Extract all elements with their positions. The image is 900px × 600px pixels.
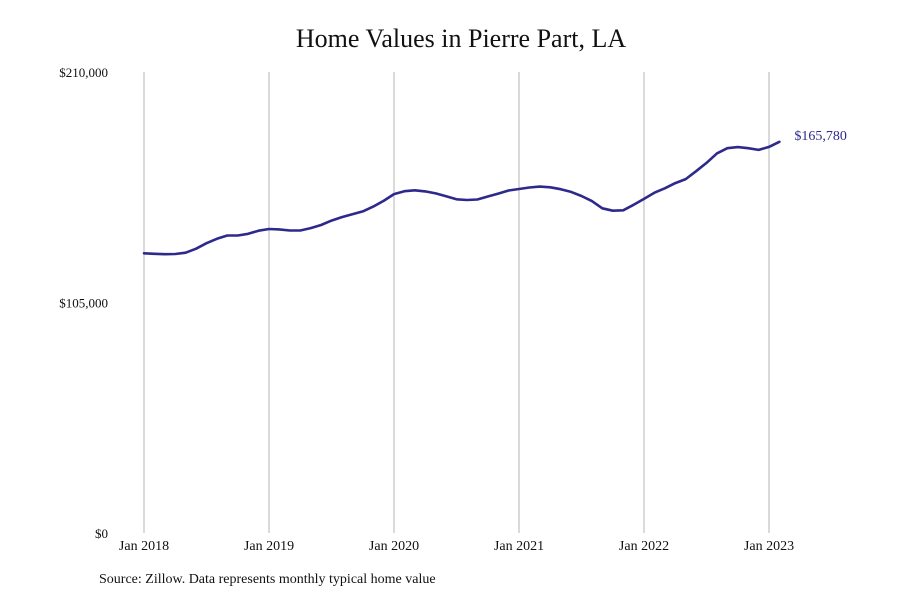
- x-tick-label: Jan 2019: [244, 539, 294, 554]
- source-note: Source: Zillow. Data represents monthly …: [99, 572, 436, 587]
- y-tick-label: $0: [95, 526, 108, 541]
- y-axis-ticks: $210,000 $105,000 $0: [59, 65, 108, 541]
- x-tick-label: Jan 2023: [744, 539, 794, 554]
- x-tick-label: Jan 2020: [369, 539, 419, 554]
- y-tick-label: $105,000: [59, 296, 108, 311]
- x-tick-label: Jan 2021: [494, 539, 544, 554]
- chart-title: Home Values in Pierre Part, LA: [295, 24, 627, 53]
- x-tick-label: Jan 2022: [619, 539, 669, 554]
- home-value-line: [142, 140, 781, 256]
- grid-lines: [143, 72, 770, 533]
- y-tick-label: $210,000: [59, 65, 108, 80]
- x-axis-ticks: Jan 2018 Jan 2019 Jan 2020 Jan 2021 Jan 2022…: [119, 539, 794, 554]
- x-tick-label: Jan 2018: [119, 539, 169, 554]
- end-value-label: $165,780: [794, 129, 847, 144]
